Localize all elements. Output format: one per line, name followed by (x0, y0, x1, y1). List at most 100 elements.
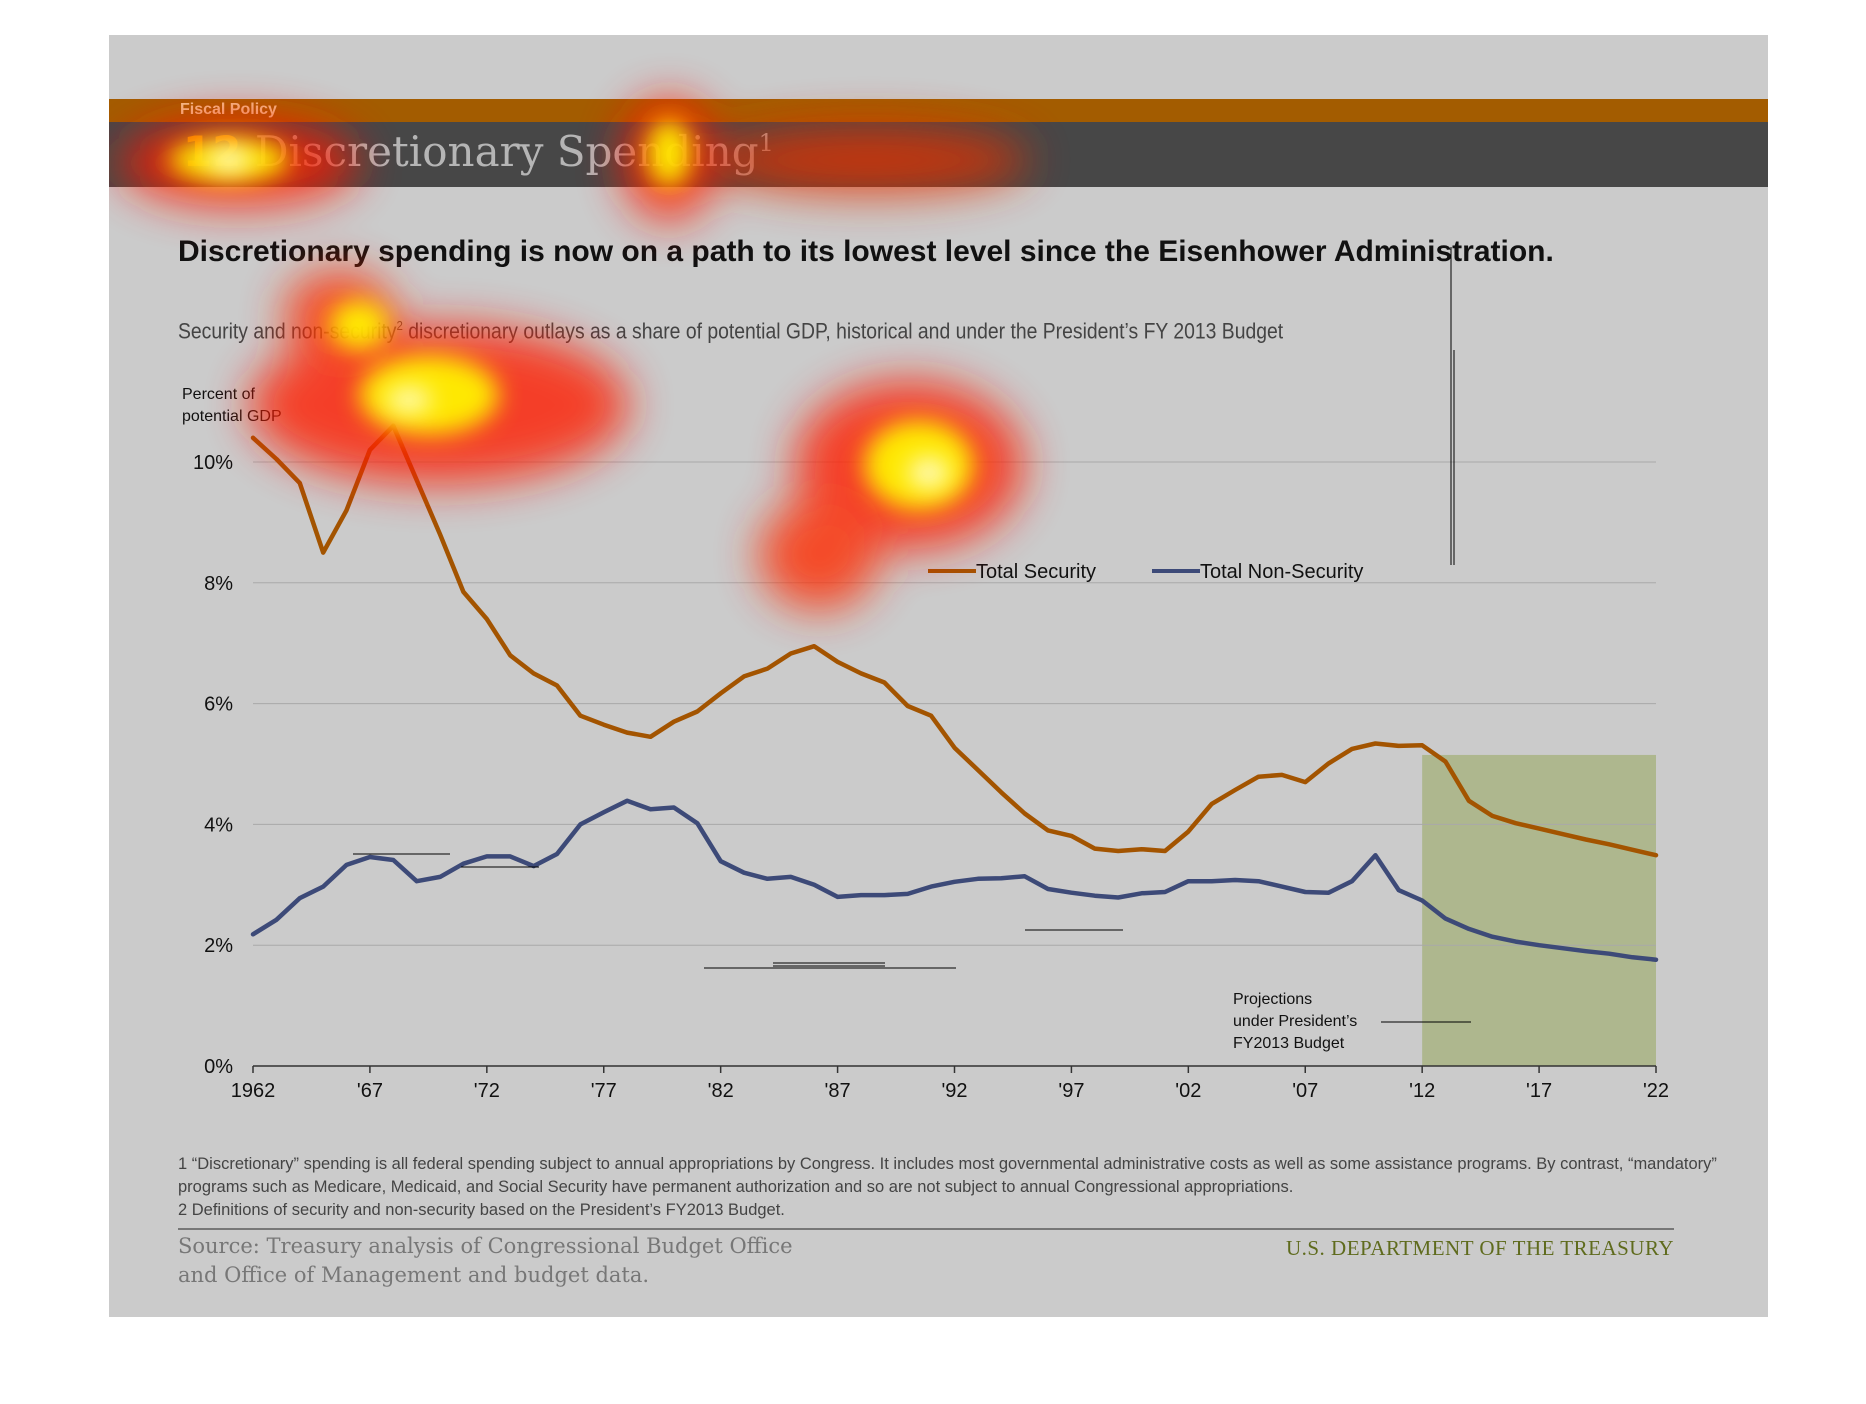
data-point-non-security (508, 854, 512, 859)
y-axis-label-line-2: potential GDP (182, 408, 282, 425)
y-tick-label: 0% (204, 1056, 233, 1078)
data-point-security (1280, 773, 1284, 777)
data-point-security (1210, 802, 1214, 806)
data-point-security (485, 617, 489, 621)
data-point-security (532, 671, 536, 676)
x-tick-label: '82 (708, 1080, 734, 1102)
data-point-non-security (1256, 879, 1261, 883)
data-point-security (1490, 814, 1494, 818)
data-point-non-security (555, 852, 559, 856)
data-point-security (672, 720, 676, 724)
data-point-non-security (976, 877, 980, 881)
data-point-non-security (625, 799, 629, 803)
data-point-non-security (1490, 935, 1494, 939)
section-label: Fiscal Policy (180, 101, 277, 118)
data-point-non-security (765, 877, 770, 881)
data-point-non-security (1046, 887, 1050, 891)
data-point-security (508, 653, 512, 657)
data-point-security (1233, 788, 1237, 792)
data-point-non-security (1631, 955, 1635, 959)
footnotes: 1 “Discretionary” spending is all federa… (178, 1153, 1738, 1222)
data-point-non-security (415, 879, 419, 883)
data-point-security (1186, 830, 1190, 834)
data-point-security (1607, 842, 1611, 846)
data-point-security (1093, 846, 1097, 851)
line-chart: 0% 2% 4% 6% 8% 10% 1962 '67 '72 '77 '82 '87 '92 '97 '0… (182, 247, 1669, 1102)
data-point-security (344, 508, 349, 512)
data-point-security (1350, 747, 1354, 751)
data-point-non-security (835, 895, 840, 899)
x-tick-label: '12 (1409, 1080, 1435, 1102)
data-point-security (648, 735, 653, 739)
data-point-non-security (1584, 949, 1588, 953)
data-point-security (368, 448, 372, 452)
data-point-non-security (1186, 879, 1190, 883)
data-point-non-security (602, 810, 606, 814)
projection-label-line-1: Projections (1233, 991, 1312, 1008)
data-point-non-security (1139, 891, 1144, 895)
data-point-non-security (344, 863, 349, 867)
x-tick-label: '67 (357, 1080, 383, 1102)
data-point-non-security (1607, 952, 1611, 956)
y-tick-label: 6% (204, 694, 233, 716)
data-point-non-security (1233, 878, 1237, 882)
x-tick-label: '77 (591, 1080, 617, 1102)
data-point-security (882, 680, 886, 685)
data-point-security (1560, 832, 1565, 836)
data-point-security (438, 532, 442, 537)
data-point-non-security (578, 822, 582, 827)
source-line-1: Source: Treasury analysis of Congression… (178, 1234, 793, 1258)
data-point-non-security (485, 854, 489, 859)
data-point-non-security (1373, 853, 1377, 857)
projection-label-line-3: FY2013 Budget (1233, 1035, 1345, 1052)
data-point-security (1584, 837, 1588, 842)
data-point-security (1654, 853, 1658, 857)
data-point-security (742, 674, 746, 679)
data-point-security (391, 424, 395, 428)
data-point-security (578, 714, 582, 718)
slide: Fiscal Policy 12 Discretionary Spending1… (109, 35, 1768, 1317)
data-point-non-security (695, 821, 699, 825)
data-point-non-security (1280, 885, 1284, 889)
data-point-non-security (719, 859, 723, 863)
data-point-security (1303, 780, 1307, 784)
data-point-security (1256, 775, 1261, 779)
data-point-security (1420, 743, 1424, 747)
data-point-security (1046, 828, 1050, 833)
data-point-non-security (1116, 895, 1120, 900)
data-point-non-security (461, 862, 466, 866)
data-point-non-security (1163, 890, 1167, 894)
data-point-non-security (648, 807, 653, 811)
data-point-non-security (1303, 890, 1307, 894)
data-point-security (415, 478, 419, 482)
data-point-security (719, 691, 723, 695)
data-point-non-security (1069, 891, 1074, 895)
data-point-non-security (1350, 879, 1354, 883)
data-point-non-security (368, 855, 372, 859)
data-point-security (251, 436, 255, 440)
source-note: Source: Treasury analysis of Congression… (178, 1232, 858, 1290)
data-point-security (602, 723, 606, 727)
data-point-non-security (438, 875, 442, 879)
x-tick-label: '17 (1526, 1080, 1552, 1102)
data-point-security (952, 746, 957, 750)
header-accent-bar (109, 99, 1768, 122)
data-point-security (625, 730, 629, 735)
y-axis-label-line-1: Percent of (182, 386, 255, 403)
x-tick-label: 1962 (231, 1080, 276, 1102)
data-point-non-security (251, 932, 255, 936)
data-point-security (859, 671, 863, 676)
data-point-security (321, 551, 325, 555)
data-point-non-security (789, 875, 793, 879)
data-point-security (1397, 744, 1401, 748)
data-point-security (461, 590, 466, 594)
x-tick-label: '87 (825, 1080, 851, 1102)
data-point-non-security (742, 871, 746, 875)
footer-divider (178, 1228, 1674, 1230)
x-tick-label: '92 (941, 1080, 967, 1102)
department-name: U.S. DEPARTMENT OF THE TREASURY (1285, 1236, 1674, 1260)
x-tick-label: '97 (1058, 1080, 1084, 1102)
data-point-security (1373, 741, 1377, 746)
data-point-non-security (1654, 958, 1658, 962)
data-point-non-security (321, 885, 325, 889)
